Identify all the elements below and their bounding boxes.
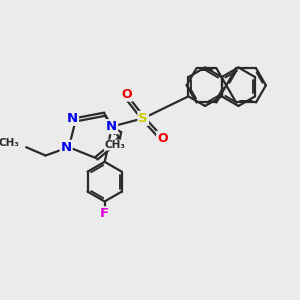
Text: O: O <box>122 88 132 100</box>
Text: N: N <box>106 120 117 133</box>
Text: N: N <box>67 112 78 125</box>
Text: N: N <box>61 141 72 154</box>
Text: F: F <box>100 207 109 220</box>
Text: CH₃: CH₃ <box>104 140 125 150</box>
Text: O: O <box>157 132 168 145</box>
Text: S: S <box>138 112 148 125</box>
Text: CH₃: CH₃ <box>0 138 20 148</box>
